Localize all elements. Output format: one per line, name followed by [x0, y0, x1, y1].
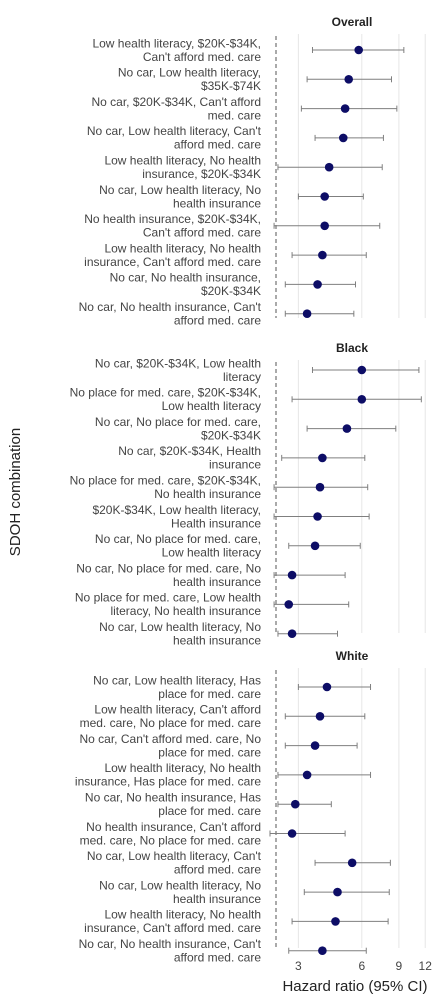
hr-point — [284, 600, 294, 609]
x-tick-label: 6 — [358, 959, 365, 973]
row-label: No car, Low health literacy, No health in… — [99, 183, 261, 211]
row-label: No place for med. care, Low health litera… — [75, 591, 261, 619]
row-label: Low health literacy, No health insurance,… — [104, 153, 261, 181]
row-label: No place for med. care, $20K-$34K, No hea… — [70, 473, 262, 501]
row-label: Low health literacy, No health insurance,… — [75, 761, 261, 789]
hr-point — [287, 570, 297, 580]
row-label: No car, No place for med. care, $20K-$34K — [95, 415, 261, 443]
row-label: No car, No health insurance, $20K-$34K — [110, 271, 261, 299]
x-tick-label: 3 — [295, 959, 302, 973]
hr-point — [290, 799, 300, 809]
hr-point — [324, 162, 334, 172]
panel-title: Black — [336, 341, 368, 355]
row-label: Low health literacy, Can't afford med. ca… — [80, 703, 262, 731]
row-label: No car, $20K-$34K, Low health literacy — [95, 356, 261, 384]
hr-point — [302, 770, 312, 780]
row-label: No car, Low health literacy, Can't afford… — [87, 124, 262, 152]
panel-title: Overall — [332, 15, 373, 29]
hr-point — [315, 712, 325, 721]
x-axis: 3 6 9 12 — [295, 959, 432, 973]
hr-point — [302, 309, 312, 319]
hr-point — [310, 741, 320, 750]
row-label: No car, $20K-$34K, Health insurance — [118, 444, 261, 472]
x-tick-label: 12 — [419, 959, 433, 973]
row-label: No car, Low health literacy, $35K-$74K — [118, 66, 261, 94]
hr-point — [313, 280, 322, 289]
row-label: Low health literacy, No health insurance,… — [84, 908, 261, 936]
hr-point — [340, 104, 350, 113]
hr-point — [342, 424, 352, 433]
hr-point — [333, 887, 342, 897]
row-label: $20K-$34K, Low health literacy, Health in… — [92, 503, 261, 531]
hr-point — [315, 482, 325, 492]
hr-point — [320, 192, 330, 201]
row-label: Low health literacy, No health insurance,… — [84, 241, 261, 269]
panel-white: White No car, Low health literacy, Has pla… — [75, 649, 426, 965]
hr-point — [331, 917, 340, 926]
hr-point — [322, 682, 332, 692]
hr-point — [320, 221, 330, 231]
row-label: No health insurance, Can't afford med. ca… — [80, 820, 262, 848]
hr-point — [344, 75, 354, 84]
row-label: No car, $20K-$34K, Can't afford med. care — [91, 95, 261, 123]
row-label: No car, No place for med. care, No health… — [76, 561, 261, 589]
hr-point — [357, 365, 367, 375]
panel-overall: Overall Low health literacy, $20K-$34K, Ca… — [79, 15, 426, 327]
panel-black: Black No car, $20K-$34K, Low health litera… — [70, 341, 426, 647]
hr-point — [310, 541, 320, 551]
hr-point — [318, 453, 327, 463]
hr-point — [287, 629, 297, 638]
panels-layer: Overall Low health literacy, $20K-$34K, Ca… — [70, 15, 426, 964]
row-label: No car, Low health literacy, Can't afford… — [87, 849, 262, 877]
y-axis-title: SDOH combination — [7, 428, 24, 556]
row-label: No car, No health insurance, Has place fo… — [85, 790, 261, 818]
row-label: No car, Low health literacy, Has place fo… — [93, 673, 261, 701]
row-label: No car, Can't afford med. care, No place … — [80, 732, 262, 760]
x-axis-title: Hazard ratio (95% CI) — [282, 978, 427, 995]
row-label: No car, No health insurance, Can't afford… — [79, 300, 262, 328]
row-label: No car, No place for med. care, Low healt… — [95, 532, 261, 560]
row-label: No place for med. care, $20K-$34K, Low he… — [70, 386, 261, 414]
hr-point — [313, 512, 322, 521]
hr-point — [354, 45, 363, 55]
hr-point — [357, 395, 367, 404]
hr-point — [318, 946, 327, 955]
panel-title: White — [336, 649, 369, 663]
row-label: No car, Low health literacy, No health in… — [99, 620, 261, 648]
hr-point — [287, 829, 297, 838]
row-label: No health insurance, $20K-$34K, Can't aff… — [84, 212, 261, 240]
row-label: No car, Low health literacy, No health in… — [99, 878, 261, 906]
x-tick-label: 9 — [396, 959, 403, 973]
hr-point — [338, 133, 348, 143]
row-label: No car, No health insurance, Can't afford… — [79, 937, 262, 965]
hr-point — [318, 250, 327, 260]
row-label: Low health literacy, $20K-$34K, Can't aff… — [92, 36, 261, 64]
hr-point — [347, 858, 357, 868]
